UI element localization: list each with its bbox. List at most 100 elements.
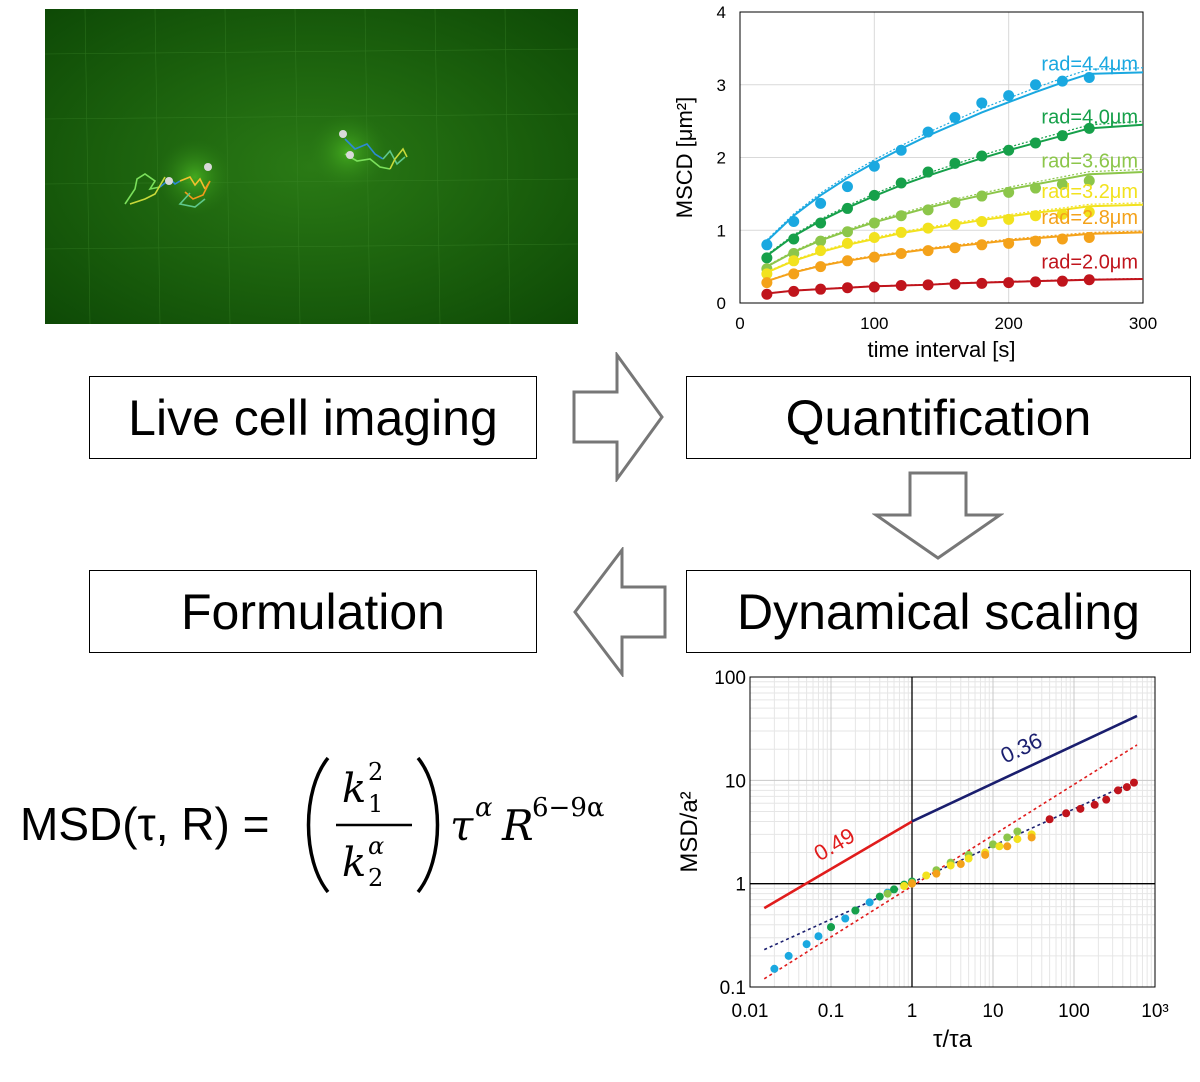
data-point [815,235,827,247]
slope-annotation: 0.49 [810,823,860,866]
data-point [949,111,961,123]
left-paren [306,756,330,894]
data-point [1114,786,1123,795]
y-axis-label: MSCD [μm²] [672,97,697,218]
y-tick-label: 0.1 [720,978,746,999]
data-point [868,189,880,201]
trajectory-right [344,138,408,170]
data-point [761,268,773,280]
dynamical-scaling-box: Dynamical scaling [686,570,1191,653]
k2: k [342,840,366,886]
data-point [949,157,961,169]
series-label: rad=4.4μm [1041,54,1138,76]
data-point [895,248,907,260]
data-point [922,245,934,257]
data-point [761,288,773,300]
data-point [1056,275,1068,287]
data-point [1083,175,1095,187]
series-label: rad=2.8μm [1041,207,1138,229]
R-sup: 6−9α [532,793,604,823]
x-tick-label: 1 [907,1001,918,1022]
arrow-down-icon [872,471,1004,560]
data-point [946,861,955,870]
data-point [815,261,827,273]
arrow-left-icon [573,547,667,677]
data-point [761,252,773,264]
data-point [976,190,988,202]
y-axis-label: MSD/a² [676,791,703,872]
data-point [815,197,827,209]
k2-sup: α [368,832,384,860]
data-point [815,283,827,295]
data-point [1083,71,1095,83]
data-point [1102,795,1111,804]
data-point [895,210,907,222]
data-point [949,218,961,230]
data-point [784,951,793,960]
x-tick-label: 0.01 [732,1001,769,1022]
data-point [1003,213,1015,225]
data-point [814,932,823,941]
data-point [1045,815,1054,824]
live-cell-imaging-label: Live cell imaging [128,389,498,446]
y-tick-label: 1 [717,221,726,240]
data-point [1083,232,1095,244]
data-point [770,964,779,973]
nucleus-left [157,139,233,215]
data-point [1013,827,1022,836]
data-point [908,879,916,888]
data-point [922,871,931,880]
dynamical-scaling-label: Dynamical scaling [737,583,1140,640]
data-point [1056,130,1068,142]
data-point [1030,276,1042,288]
data-point [1056,233,1068,245]
data-point [868,281,880,293]
quantification-label: Quantification [785,389,1092,446]
data-point [788,268,800,280]
data-point [1083,206,1095,218]
data-point [995,842,1004,851]
data-point [1003,237,1015,249]
x-tick-label: 10³ [1141,1001,1168,1022]
data-point [900,881,909,890]
x-axis-label: time interval [s] [868,337,1016,362]
data-point [922,279,934,291]
data-point [1003,842,1012,851]
data-point [1030,182,1042,194]
series-label: rad=3.2μm [1041,181,1138,203]
x-tick-label: 10 [982,1001,1003,1022]
live-cell-imaging-box: Live cell imaging [89,376,537,459]
data-point [841,282,853,294]
data-point [964,854,973,863]
plot-frame [749,676,1156,988]
quantification-box: Quantification [686,376,1191,459]
data-point [1129,778,1138,787]
k1-sub: 1 [368,790,383,818]
data-point [922,166,934,178]
data-point [922,222,934,234]
plot-frame [739,11,1144,304]
data-point [922,204,934,216]
data-point [949,197,961,209]
x-tick-label: 300 [1129,314,1157,333]
data-point [976,239,988,251]
data-point [1003,186,1015,198]
data-point [1030,79,1042,91]
slope-guide-line [763,820,913,910]
data-point [802,940,811,949]
data-point [1122,783,1131,792]
data-point [1030,137,1042,149]
data-point [956,859,965,868]
data-point [851,906,860,915]
mscd-chart: 0 100 200 300 0 1 2 3 4 time interval [s] MSCD [μm… [672,5,1157,362]
data-point [976,216,988,228]
k2-sub: 2 [368,864,383,892]
data-point [895,280,907,292]
data-point [875,892,884,901]
k1: k [342,766,366,812]
data-point [1003,277,1015,289]
data-point [1013,835,1022,844]
fit-curve-dotted [766,67,1144,241]
data-point [1076,804,1085,813]
